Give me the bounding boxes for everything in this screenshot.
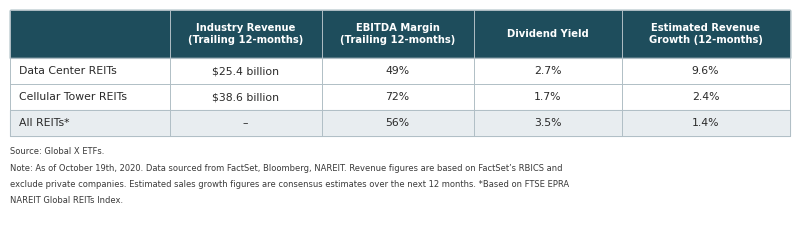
Text: 56%: 56% bbox=[386, 118, 410, 128]
Text: Dividend Yield: Dividend Yield bbox=[506, 29, 589, 39]
Bar bbox=[10, 110, 790, 136]
Text: Data Center REITs: Data Center REITs bbox=[19, 66, 117, 76]
Text: Estimated Revenue
Growth (12-months): Estimated Revenue Growth (12-months) bbox=[649, 23, 762, 45]
Text: Source: Global X ETFs.: Source: Global X ETFs. bbox=[10, 147, 104, 156]
Text: 2.4%: 2.4% bbox=[692, 92, 719, 102]
Text: EBITDA Margin
(Trailing 12-months): EBITDA Margin (Trailing 12-months) bbox=[340, 23, 455, 45]
Bar bbox=[10, 10, 790, 58]
Text: 1.4%: 1.4% bbox=[692, 118, 719, 128]
Bar bbox=[10, 84, 790, 110]
Text: Industry Revenue
(Trailing 12-months): Industry Revenue (Trailing 12-months) bbox=[188, 23, 303, 45]
Text: Cellular Tower REITs: Cellular Tower REITs bbox=[19, 92, 127, 102]
Text: 2.7%: 2.7% bbox=[534, 66, 562, 76]
Text: 49%: 49% bbox=[386, 66, 410, 76]
Text: 72%: 72% bbox=[386, 92, 410, 102]
Text: $38.6 billion: $38.6 billion bbox=[212, 92, 279, 102]
Text: exclude private companies. Estimated sales growth figures are consensus estimate: exclude private companies. Estimated sal… bbox=[10, 180, 569, 189]
Text: $25.4 billion: $25.4 billion bbox=[212, 66, 279, 76]
Text: All REITs*: All REITs* bbox=[19, 118, 70, 128]
Text: 9.6%: 9.6% bbox=[692, 66, 719, 76]
Text: 3.5%: 3.5% bbox=[534, 118, 562, 128]
Bar bbox=[10, 58, 790, 84]
Text: 1.7%: 1.7% bbox=[534, 92, 562, 102]
Text: NAREIT Global REITs Index.: NAREIT Global REITs Index. bbox=[10, 196, 122, 205]
Text: Note: As of October 19th, 2020. Data sourced from FactSet, Bloomberg, NAREIT. Re: Note: As of October 19th, 2020. Data sou… bbox=[10, 164, 562, 173]
Text: –: – bbox=[243, 118, 248, 128]
